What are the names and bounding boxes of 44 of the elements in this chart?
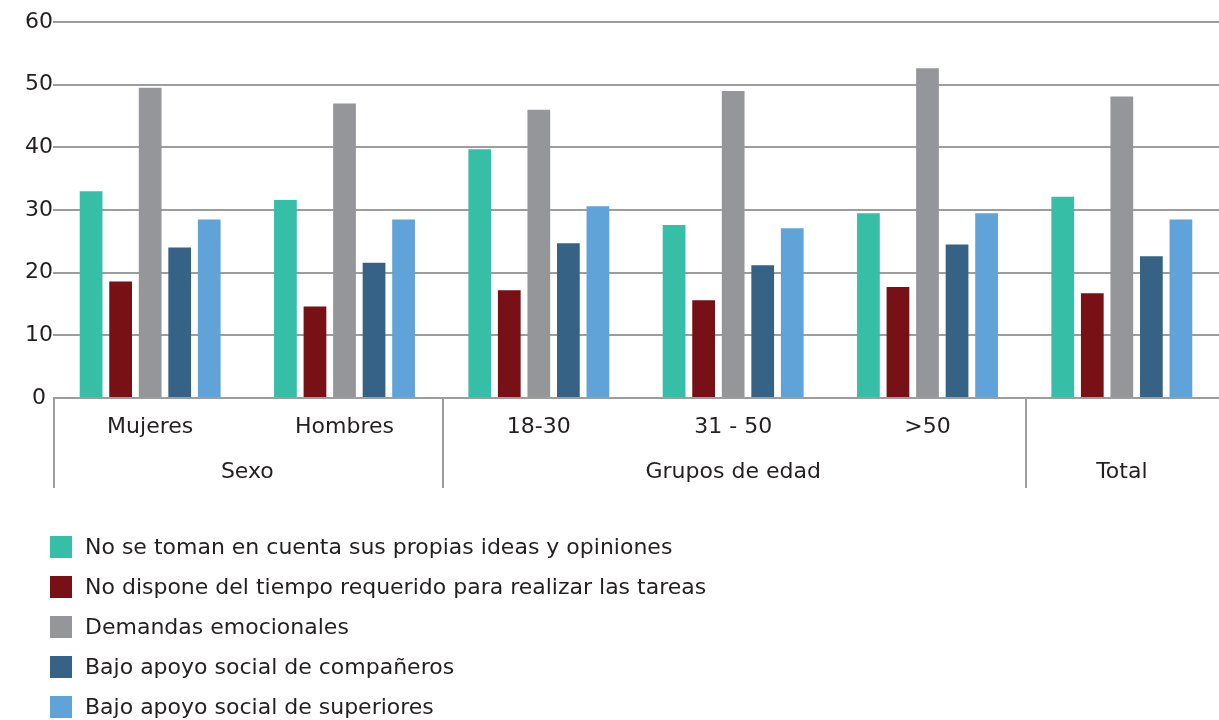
legend-label: Bajo apoyo social de compañeros — [85, 653, 455, 679]
bar — [197, 219, 221, 397]
bar — [780, 228, 804, 397]
x-tick-label: >50 — [904, 412, 951, 438]
bar — [79, 191, 103, 397]
bar — [303, 306, 327, 397]
bar — [1169, 219, 1193, 397]
bar — [975, 213, 998, 397]
x-tick-label: Mujeres — [107, 412, 194, 438]
bar — [751, 265, 775, 397]
bar — [557, 243, 580, 397]
bar — [886, 287, 910, 397]
bar — [274, 199, 297, 397]
bar — [857, 213, 880, 397]
y-tick-label: 50 — [25, 70, 53, 96]
bar — [362, 262, 386, 397]
legend-label: Bajo apoyo social de superiores — [85, 693, 434, 719]
bar — [168, 247, 192, 397]
x-tick-label: Hombres — [295, 412, 394, 438]
bar — [692, 300, 715, 397]
x-tick-label: 18-30 — [506, 412, 571, 438]
y-tick-label: 40 — [25, 133, 53, 159]
bar — [1080, 293, 1104, 397]
bar — [662, 225, 686, 397]
bar — [468, 149, 492, 397]
bar — [945, 244, 969, 397]
text: Sexo — [220, 457, 274, 483]
text: Total — [1095, 457, 1148, 483]
x-tick-label: 31 - 50 — [694, 412, 773, 438]
y-tick-label: 0 — [32, 383, 46, 409]
bar — [497, 290, 521, 397]
bar — [1140, 256, 1163, 397]
bar — [1051, 196, 1075, 397]
y-tick-label: 30 — [25, 195, 53, 221]
legend-label: No dispone del tiempo requerido para realizar las tareas — [85, 573, 707, 599]
bar — [392, 219, 415, 397]
legend-label: Demandas emocionales — [85, 613, 349, 639]
y-tick-label: 60 — [25, 7, 53, 33]
y-tick-label: 10 — [25, 321, 53, 347]
bar — [586, 206, 610, 397]
legend-label: No se toman en cuenta sus propias ideas y opiniones — [85, 533, 673, 559]
bar — [109, 281, 132, 397]
text: Grupos de edad — [645, 457, 821, 483]
y-tick-label: 20 — [25, 258, 53, 284]
